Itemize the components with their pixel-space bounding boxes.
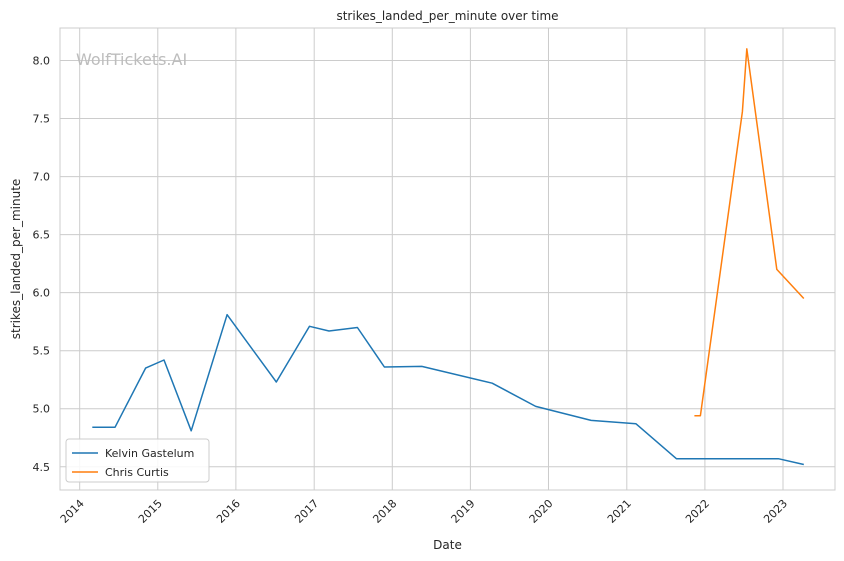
series-line-0 (92, 313, 804, 466)
x-axis-label: Date (433, 538, 462, 552)
legend: Kelvin Gastelum Chris Curtis (65, 438, 210, 483)
y-tick-label: 5.0 (33, 403, 51, 416)
y-tick-label: 7.0 (33, 171, 51, 184)
y-axis-label: strikes_landed_per_minute (9, 179, 23, 340)
y-tick-label: 6.0 (33, 287, 51, 300)
series-lines (92, 48, 805, 466)
legend-label-0: Kelvin Gastelum (105, 447, 194, 460)
chart-title: strikes_landed_per_minute over time (336, 9, 558, 23)
y-tick-label: 7.5 (33, 113, 51, 126)
y-tick-labels: 4.5 5.0 5.5 6.0 6.5 7.0 7.5 8.0 (33, 55, 51, 474)
grid (60, 28, 835, 490)
watermark-text: WolfTickets.AI (76, 50, 187, 69)
series-line-1 (694, 48, 805, 417)
y-tick-label: 6.5 (33, 229, 51, 242)
legend-label-1: Chris Curtis (105, 466, 169, 479)
y-tick-label: 8.0 (33, 55, 51, 68)
y-tick-label: 5.5 (33, 345, 51, 358)
legend-box (65, 438, 210, 483)
y-tick-label: 4.5 (33, 461, 51, 474)
plot-frame (59, 27, 836, 491)
